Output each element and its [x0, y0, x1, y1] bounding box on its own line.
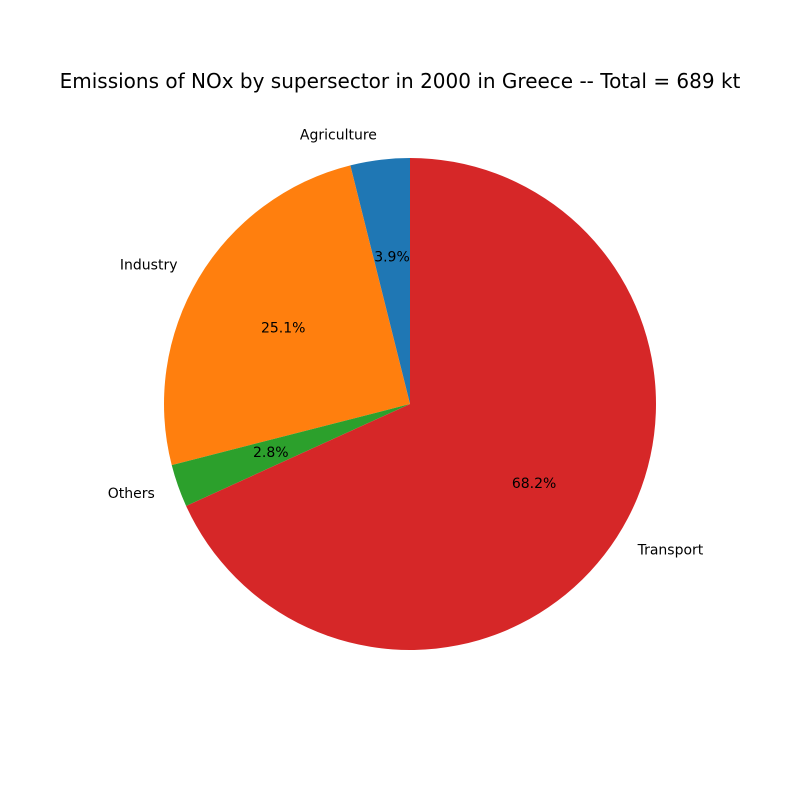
pie-slices [164, 158, 656, 651]
pie-slice-others [171, 404, 410, 506]
percent-label-agriculture: 3.9% [374, 250, 410, 266]
slice-label-agriculture: Agriculture [300, 127, 377, 143]
slice-labels: Agriculture Industry Others Transport [108, 127, 704, 558]
percent-labels: 3.9% 25.1% 2.8% 68.2% [253, 250, 556, 492]
percent-label-others: 2.8% [253, 445, 289, 461]
chart-title: Emissions of NOx by supersector in 2000 … [60, 69, 741, 93]
percent-label-transport: 68.2% [512, 476, 556, 492]
pie-slice-transport [186, 158, 656, 651]
pie-slice-agriculture [350, 158, 410, 404]
slice-label-transport: Transport [637, 542, 704, 558]
slice-label-others: Others [108, 486, 155, 502]
percent-label-industry: 25.1% [261, 321, 305, 337]
pie-slice-industry [164, 165, 410, 466]
slice-label-industry: Industry [120, 258, 178, 274]
